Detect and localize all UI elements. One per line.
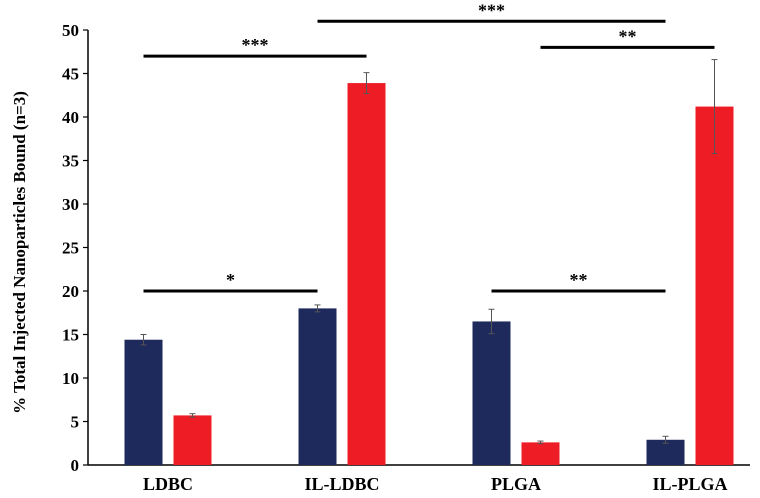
bar-il-ldbc-series-2 — [347, 83, 386, 465]
error-bars-layer — [140, 59, 718, 445]
significance-label: ** — [619, 26, 637, 46]
x-category-label: IL-PLGA — [652, 474, 727, 494]
y-tick-label: 45 — [62, 65, 79, 84]
significance-label: *** — [242, 35, 269, 55]
bar-il-ldbc-series-1 — [298, 308, 337, 465]
significance-label: *** — [478, 0, 505, 20]
y-axis-title: % Total Injected Nanoparticles Bound (n=… — [10, 91, 29, 414]
significance-label: ** — [570, 270, 588, 290]
y-tick-label: 0 — [71, 456, 80, 475]
bar-plga-series-2 — [521, 442, 560, 465]
x-category-label: PLGA — [491, 474, 541, 494]
y-tick-label: 20 — [62, 282, 79, 301]
y-tick-label: 35 — [62, 152, 79, 171]
labels-layer: 0 5 10 15 20 25 30 35 40 45 50 % Total Injected Nan… — [10, 0, 728, 494]
bar-il-plga-series-2 — [695, 106, 734, 465]
significance-layer — [143, 19, 715, 293]
x-category-label: IL-LDBC — [304, 474, 379, 494]
axes-layer — [83, 29, 750, 466]
bar-ldbc-series-2 — [173, 415, 212, 465]
y-tick-label: 5 — [71, 413, 80, 432]
y-tick-label: 25 — [62, 239, 79, 258]
bar-plga-series-1 — [472, 321, 511, 465]
bars-layer — [124, 83, 734, 465]
y-tick-label: 15 — [62, 326, 79, 345]
significance-label: * — [226, 270, 235, 290]
y-tick-label: 50 — [62, 21, 79, 40]
x-category-label: LDBC — [143, 474, 193, 494]
y-tick-label: 30 — [62, 195, 79, 214]
bar-ldbc-series-1 — [124, 339, 163, 465]
y-tick-label: 10 — [62, 369, 79, 388]
bar-il-plga-series-1 — [646, 439, 685, 465]
y-tick-label: 40 — [62, 108, 79, 127]
